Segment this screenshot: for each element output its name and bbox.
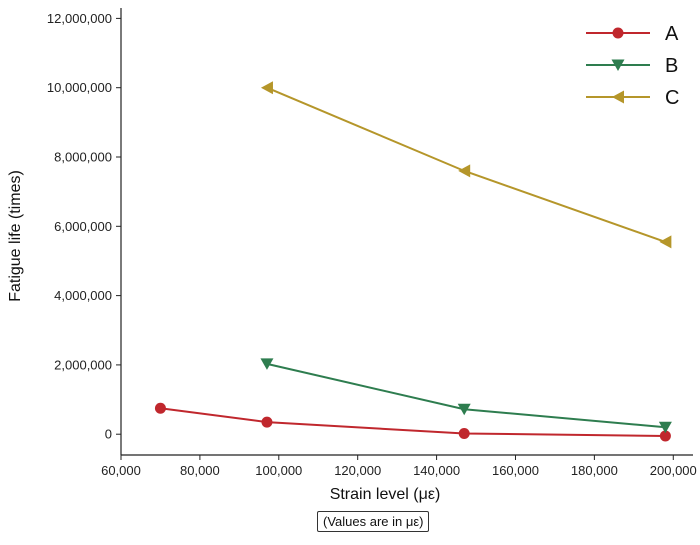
y-tick-label: 4,000,000 [54, 288, 112, 303]
x-tick-label: 100,000 [255, 463, 302, 478]
y-tick-label: 2,000,000 [54, 357, 112, 372]
series-b [260, 358, 672, 434]
series-layer [154, 81, 672, 442]
series-b-point [457, 403, 471, 416]
y-axis-title: Fatigue life (times) [7, 170, 24, 302]
series-b-point [658, 421, 672, 434]
y-tick-label: 10,000,000 [47, 80, 112, 95]
legend-swatch-marker [611, 59, 625, 71]
y-tick-label: 8,000,000 [54, 150, 112, 165]
x-tick-label: 200,000 [650, 463, 697, 478]
series-b-point [260, 358, 274, 370]
series-a [154, 402, 671, 442]
series-c-point [659, 235, 672, 249]
series-a-line [160, 407, 666, 437]
series-a-point [659, 430, 671, 442]
series-c-point [458, 164, 471, 178]
series-c-line [266, 86, 666, 243]
legend: ABC [586, 23, 679, 109]
x-tick-label: 160,000 [492, 463, 539, 478]
y-tick-label: 12,000,000 [47, 11, 112, 26]
x-tick-label: 80,000 [180, 463, 220, 478]
x-tick-label: 120,000 [334, 463, 381, 478]
y-tick-label: 6,000,000 [54, 219, 112, 234]
series-c-point [260, 81, 273, 95]
legend-label: C [665, 87, 679, 109]
legend-item-a: A [586, 23, 679, 45]
y-tick-label: 0 [105, 427, 112, 442]
legend-item-c: C [586, 87, 679, 109]
legend-item-b: B [586, 55, 678, 77]
series-a-point [154, 402, 166, 414]
series-a-point [261, 416, 273, 428]
legend-label: A [665, 23, 679, 45]
x-tick-label: 60,000 [101, 463, 141, 478]
series-b-line [266, 362, 666, 429]
x-axis-title: Strain level (με) [330, 486, 441, 503]
units-note: (Values are in με) [317, 511, 430, 532]
legend-swatch-marker [612, 27, 624, 39]
x-tick-label: 140,000 [413, 463, 460, 478]
legend-label: B [665, 55, 678, 77]
legend-swatch-marker [612, 90, 624, 104]
series-c [260, 81, 672, 249]
axes: 0 2,000,000 4,000,000 6,000,000 8,000,000 10,… [47, 8, 697, 478]
x-tick-label: 180,000 [571, 463, 618, 478]
series-a-point [458, 428, 470, 440]
